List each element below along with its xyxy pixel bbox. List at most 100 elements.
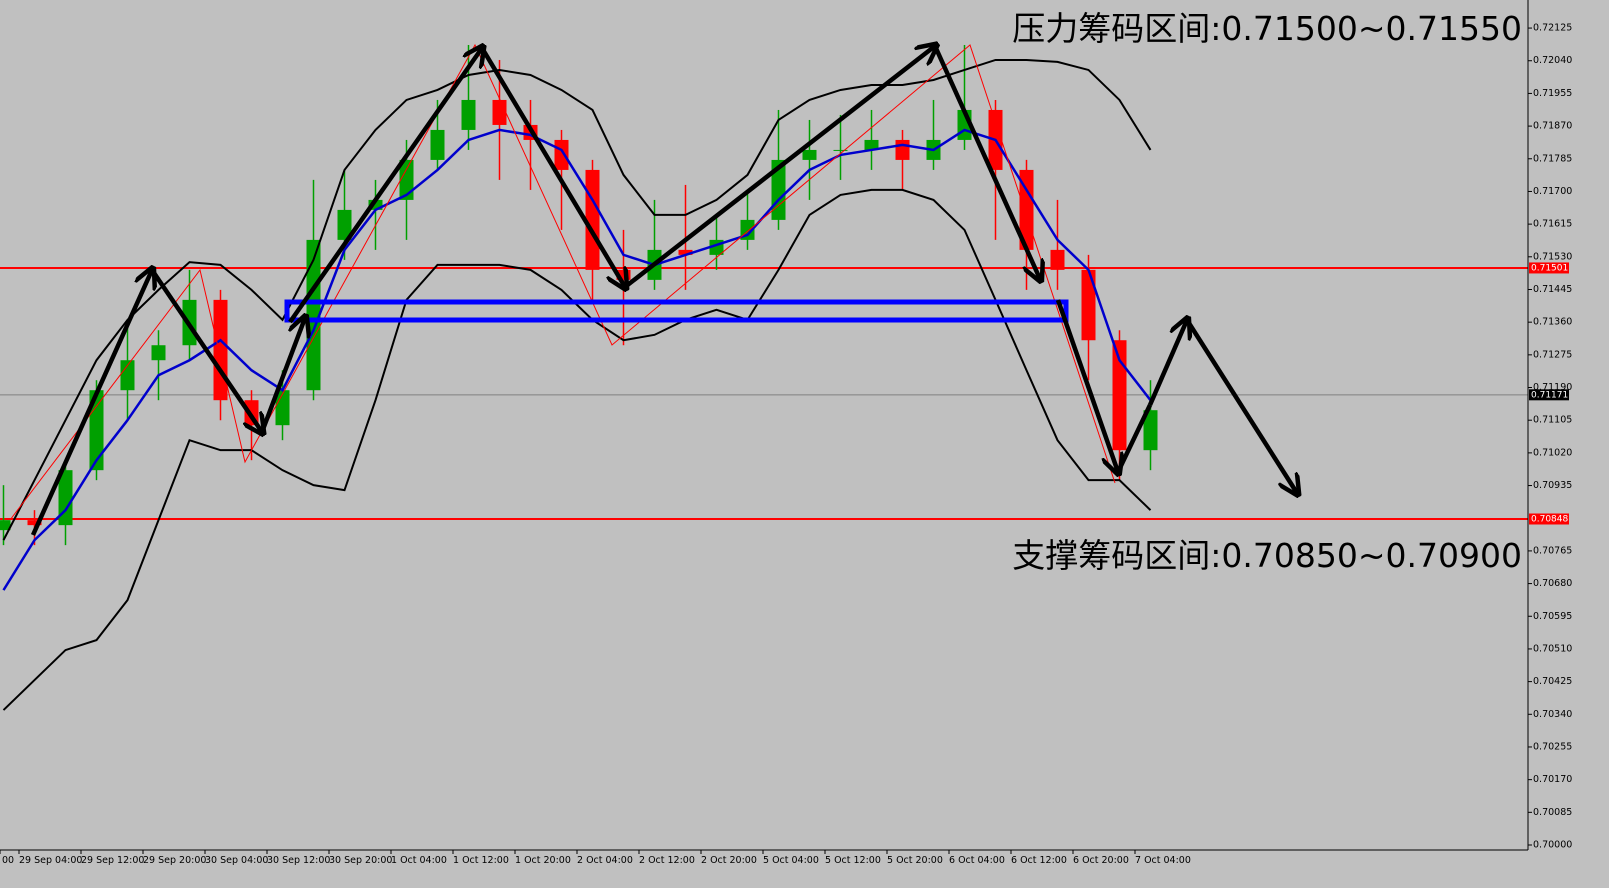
y-tick-label: 0.71020 xyxy=(1533,447,1572,458)
arrow xyxy=(932,45,1040,279)
arrow xyxy=(1115,404,1153,473)
y-tick-label: 0.71105 xyxy=(1533,415,1572,426)
price-tag xyxy=(1529,513,1569,525)
arrow xyxy=(1185,318,1297,493)
y-tick-label: 0.71955 xyxy=(1533,88,1572,99)
x-tick-label: 6 Oct 20:00 xyxy=(1073,855,1129,866)
x-tick-label: 5 Oct 12:00 xyxy=(825,855,881,866)
indicator-line xyxy=(2,188,1152,711)
y-tick-label: 0.70340 xyxy=(1533,709,1572,720)
x-tick-label: 29 Sep 04:00 xyxy=(19,855,82,866)
x-tick-label: 2 Oct 04:00 xyxy=(577,855,633,866)
x-tick-label: 29 Sep 12:00 xyxy=(81,855,144,866)
candle-body xyxy=(554,139,569,170)
y-tick-label: 0.71360 xyxy=(1533,317,1572,328)
y-tick-label: 0.71870 xyxy=(1533,121,1572,132)
candle-body xyxy=(275,390,290,426)
x-tick-label: 00 xyxy=(2,855,14,866)
candle-body xyxy=(0,520,11,531)
y-tick-label: 0.70170 xyxy=(1533,774,1572,785)
y-tick-label: 0.71445 xyxy=(1533,284,1572,295)
price-tag xyxy=(1529,262,1569,274)
candle-body xyxy=(399,159,414,200)
x-tick-label: 2 Oct 12:00 xyxy=(639,855,695,866)
arrow xyxy=(1147,320,1187,406)
arrow xyxy=(288,48,482,324)
y-tick-label: 0.70425 xyxy=(1533,676,1572,687)
arrow xyxy=(480,46,625,287)
arrow xyxy=(30,270,152,536)
candle-body xyxy=(833,149,848,151)
x-tick-label: 2 Oct 20:00 xyxy=(701,855,757,866)
candle-body xyxy=(1143,410,1158,451)
x-tick-label: 6 Oct 04:00 xyxy=(949,855,1005,866)
candle-body xyxy=(58,470,73,526)
candle-body xyxy=(151,345,166,361)
annotation: 压力筹码区间:0.71500~0.71550 xyxy=(1012,9,1522,48)
arrow xyxy=(150,268,262,432)
price-tag-label: 0.71501 xyxy=(1531,263,1568,273)
candle-body xyxy=(337,209,352,240)
price-tag xyxy=(1529,389,1569,401)
candle-body xyxy=(1112,340,1127,451)
y-tick-label: 0.71700 xyxy=(1533,186,1572,197)
candle-body xyxy=(430,129,445,160)
y-tick-label: 0.71615 xyxy=(1533,219,1572,230)
arrows xyxy=(30,45,1297,536)
y-tick-label: 0.71190 xyxy=(1533,382,1572,393)
candle-body xyxy=(1050,249,1065,270)
candle-body xyxy=(27,520,42,526)
y-axis-area xyxy=(1528,0,1609,888)
y-tick-label: 0.70935 xyxy=(1533,480,1572,491)
y-tick-label: 0.70595 xyxy=(1533,611,1572,622)
candle-body xyxy=(585,169,600,270)
indicator-line xyxy=(2,58,1152,541)
x-tick-label: 30 Sep 04:00 xyxy=(205,855,268,866)
candle-body xyxy=(678,249,693,255)
x-tick-label: 30 Sep 20:00 xyxy=(329,855,392,866)
x-tick-label: 1 Oct 12:00 xyxy=(453,855,509,866)
candle-body xyxy=(120,360,135,391)
candle-body xyxy=(1019,169,1034,250)
candle-body xyxy=(461,99,476,130)
annotation: 支撑筹码区间:0.70850~0.70900 xyxy=(1012,536,1522,575)
x-tick-label: 1 Oct 20:00 xyxy=(515,855,571,866)
x-tick-label: 1 Oct 04:00 xyxy=(391,855,447,866)
axes: 0.72125 0.72040 0.71955 0.71870 0.71785 0.717… xyxy=(0,23,1572,866)
arrow xyxy=(623,46,935,289)
candle-body xyxy=(895,139,910,160)
y-tick-label: 0.72125 xyxy=(1533,23,1572,34)
x-tick-label: 29 Sep 20:00 xyxy=(143,855,206,866)
y-tick-label: 0.70255 xyxy=(1533,741,1572,752)
candle-body xyxy=(864,139,879,150)
x-tick-label: 6 Oct 12:00 xyxy=(1011,855,1067,866)
price-tag-label: 0.71171 xyxy=(1531,390,1568,400)
x-tick-label: 5 Oct 04:00 xyxy=(763,855,819,866)
candle-body xyxy=(306,239,321,391)
candle-body xyxy=(213,299,228,401)
y-tick-label: 0.71275 xyxy=(1533,349,1572,360)
candle-body xyxy=(802,149,817,160)
y-tick-label: 0.72040 xyxy=(1533,55,1572,66)
y-tick-label: 0.70510 xyxy=(1533,643,1572,654)
x-tick-label: 7 Oct 04:00 xyxy=(1135,855,1191,866)
zone-box xyxy=(284,299,1069,323)
candle-body xyxy=(492,99,507,125)
arrow xyxy=(259,318,305,433)
indicator-line xyxy=(2,128,1152,591)
candle-body xyxy=(1081,269,1096,341)
candle-body xyxy=(368,199,383,210)
y-tick-label: 0.71785 xyxy=(1533,153,1572,164)
x-tick-label: 30 Sep 12:00 xyxy=(267,855,330,866)
y-tick-label: 0.70085 xyxy=(1533,807,1572,818)
x-tick-label: 5 Oct 20:00 xyxy=(887,855,943,866)
y-tick-label: 0.70000 xyxy=(1533,840,1572,851)
y-tick-label: 0.71530 xyxy=(1533,251,1572,262)
y-tick-label: 0.70680 xyxy=(1533,578,1572,589)
y-tick-label: 0.70765 xyxy=(1533,545,1572,556)
arrow xyxy=(1055,299,1118,472)
price-tag-label: 0.70848 xyxy=(1531,514,1568,524)
